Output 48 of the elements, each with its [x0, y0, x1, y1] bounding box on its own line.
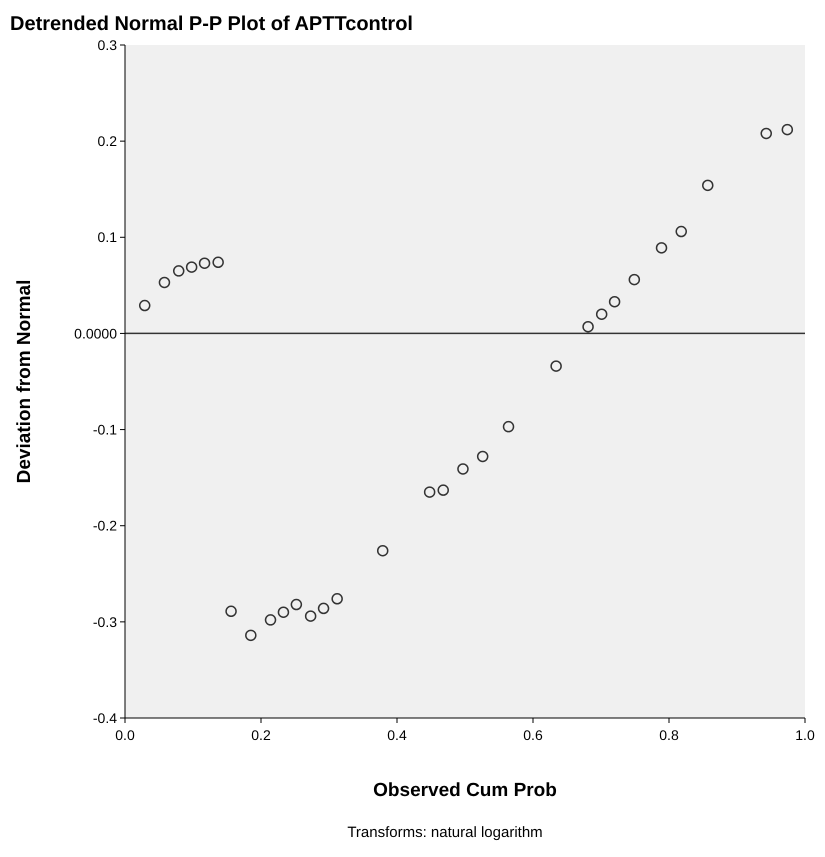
point: [138, 300, 150, 312]
point: [782, 124, 794, 136]
text: Transforms: natural logarithm: [347, 824, 543, 841]
point: [264, 614, 276, 626]
x-tick-label: 1.0: [795, 727, 815, 743]
point: [628, 274, 640, 286]
y-tick-label: 0.0000: [74, 325, 118, 342]
y-tick-label: -0.1: [92, 421, 118, 438]
y-tick-label: 0.1: [98, 229, 118, 246]
y-tick-label: 0.3: [98, 36, 118, 53]
x-tick-label: 0.8: [659, 727, 679, 743]
y-tick-label: -0.3: [92, 614, 118, 630]
point: [331, 593, 343, 605]
point: [158, 276, 170, 288]
y-tick-label: -0.4: [92, 710, 118, 726]
point: [502, 420, 514, 432]
x-tick-label: 0.0: [115, 727, 135, 743]
point: [760, 128, 772, 140]
point: [245, 630, 257, 642]
point: [172, 265, 184, 277]
point: [198, 257, 210, 269]
point: [304, 610, 316, 622]
x-tick-label: 0.2: [251, 727, 271, 743]
point: [550, 360, 562, 372]
y-axis-title: Deviation from Normal: [14, 280, 35, 484]
y-tick-label: 0.2: [98, 133, 118, 150]
point: [376, 544, 388, 556]
point: [212, 256, 224, 268]
y-tick-label: -0.2: [92, 518, 118, 534]
point: [318, 602, 330, 614]
point: [656, 242, 668, 254]
point: [278, 606, 290, 618]
point: [225, 606, 237, 618]
point: [424, 486, 436, 498]
point: [608, 296, 620, 308]
point: [596, 308, 608, 320]
point: [437, 484, 449, 496]
x-tick-label: 0.4: [387, 727, 407, 743]
point: [702, 180, 714, 192]
point: [457, 463, 469, 475]
x-tick-label: 0.6: [523, 727, 543, 743]
point: [476, 450, 488, 462]
point: [675, 226, 687, 238]
point: [186, 261, 198, 273]
chart-title: Detrended Normal P-P Plot of APTTcontrol: [10, 13, 413, 35]
x-axis-title: Observed Cum Prob: [373, 780, 557, 801]
point: [290, 598, 302, 610]
point: [582, 320, 594, 332]
